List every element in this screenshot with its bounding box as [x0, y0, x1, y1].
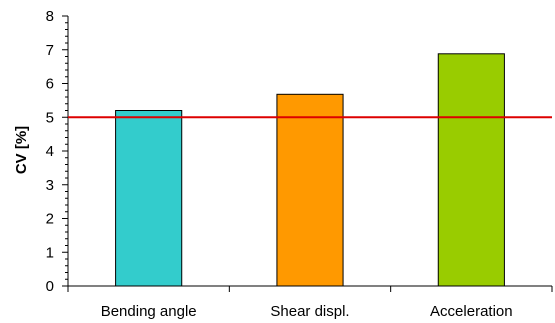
x-category-label: Shear displ. [270, 303, 349, 320]
x-category-label: Bending angle [101, 303, 197, 320]
x-axis: Bending angle Shear displ. Acceleration [67, 285, 553, 320]
bar [276, 93, 344, 287]
x-category-label: Acceleration [430, 303, 513, 320]
y-axis: 0 1 2 3 4 5 6 7 8 [46, 8, 69, 295]
y-axis-label: CV [%] [13, 126, 30, 174]
bar [115, 110, 183, 287]
y-tick-label: 1 [46, 244, 54, 261]
y-tick-label: 6 [46, 76, 54, 93]
y-tick-label: 8 [46, 8, 54, 25]
y-tick-label: 0 [46, 278, 54, 295]
bar [437, 53, 505, 287]
y-tick-label: 7 [46, 42, 54, 59]
bars [115, 53, 505, 287]
y-tick-label: 4 [46, 143, 54, 160]
y-tick-label: 3 [46, 177, 54, 194]
y-tick-label: 2 [46, 211, 54, 228]
y-tick-label: 5 [46, 109, 54, 126]
